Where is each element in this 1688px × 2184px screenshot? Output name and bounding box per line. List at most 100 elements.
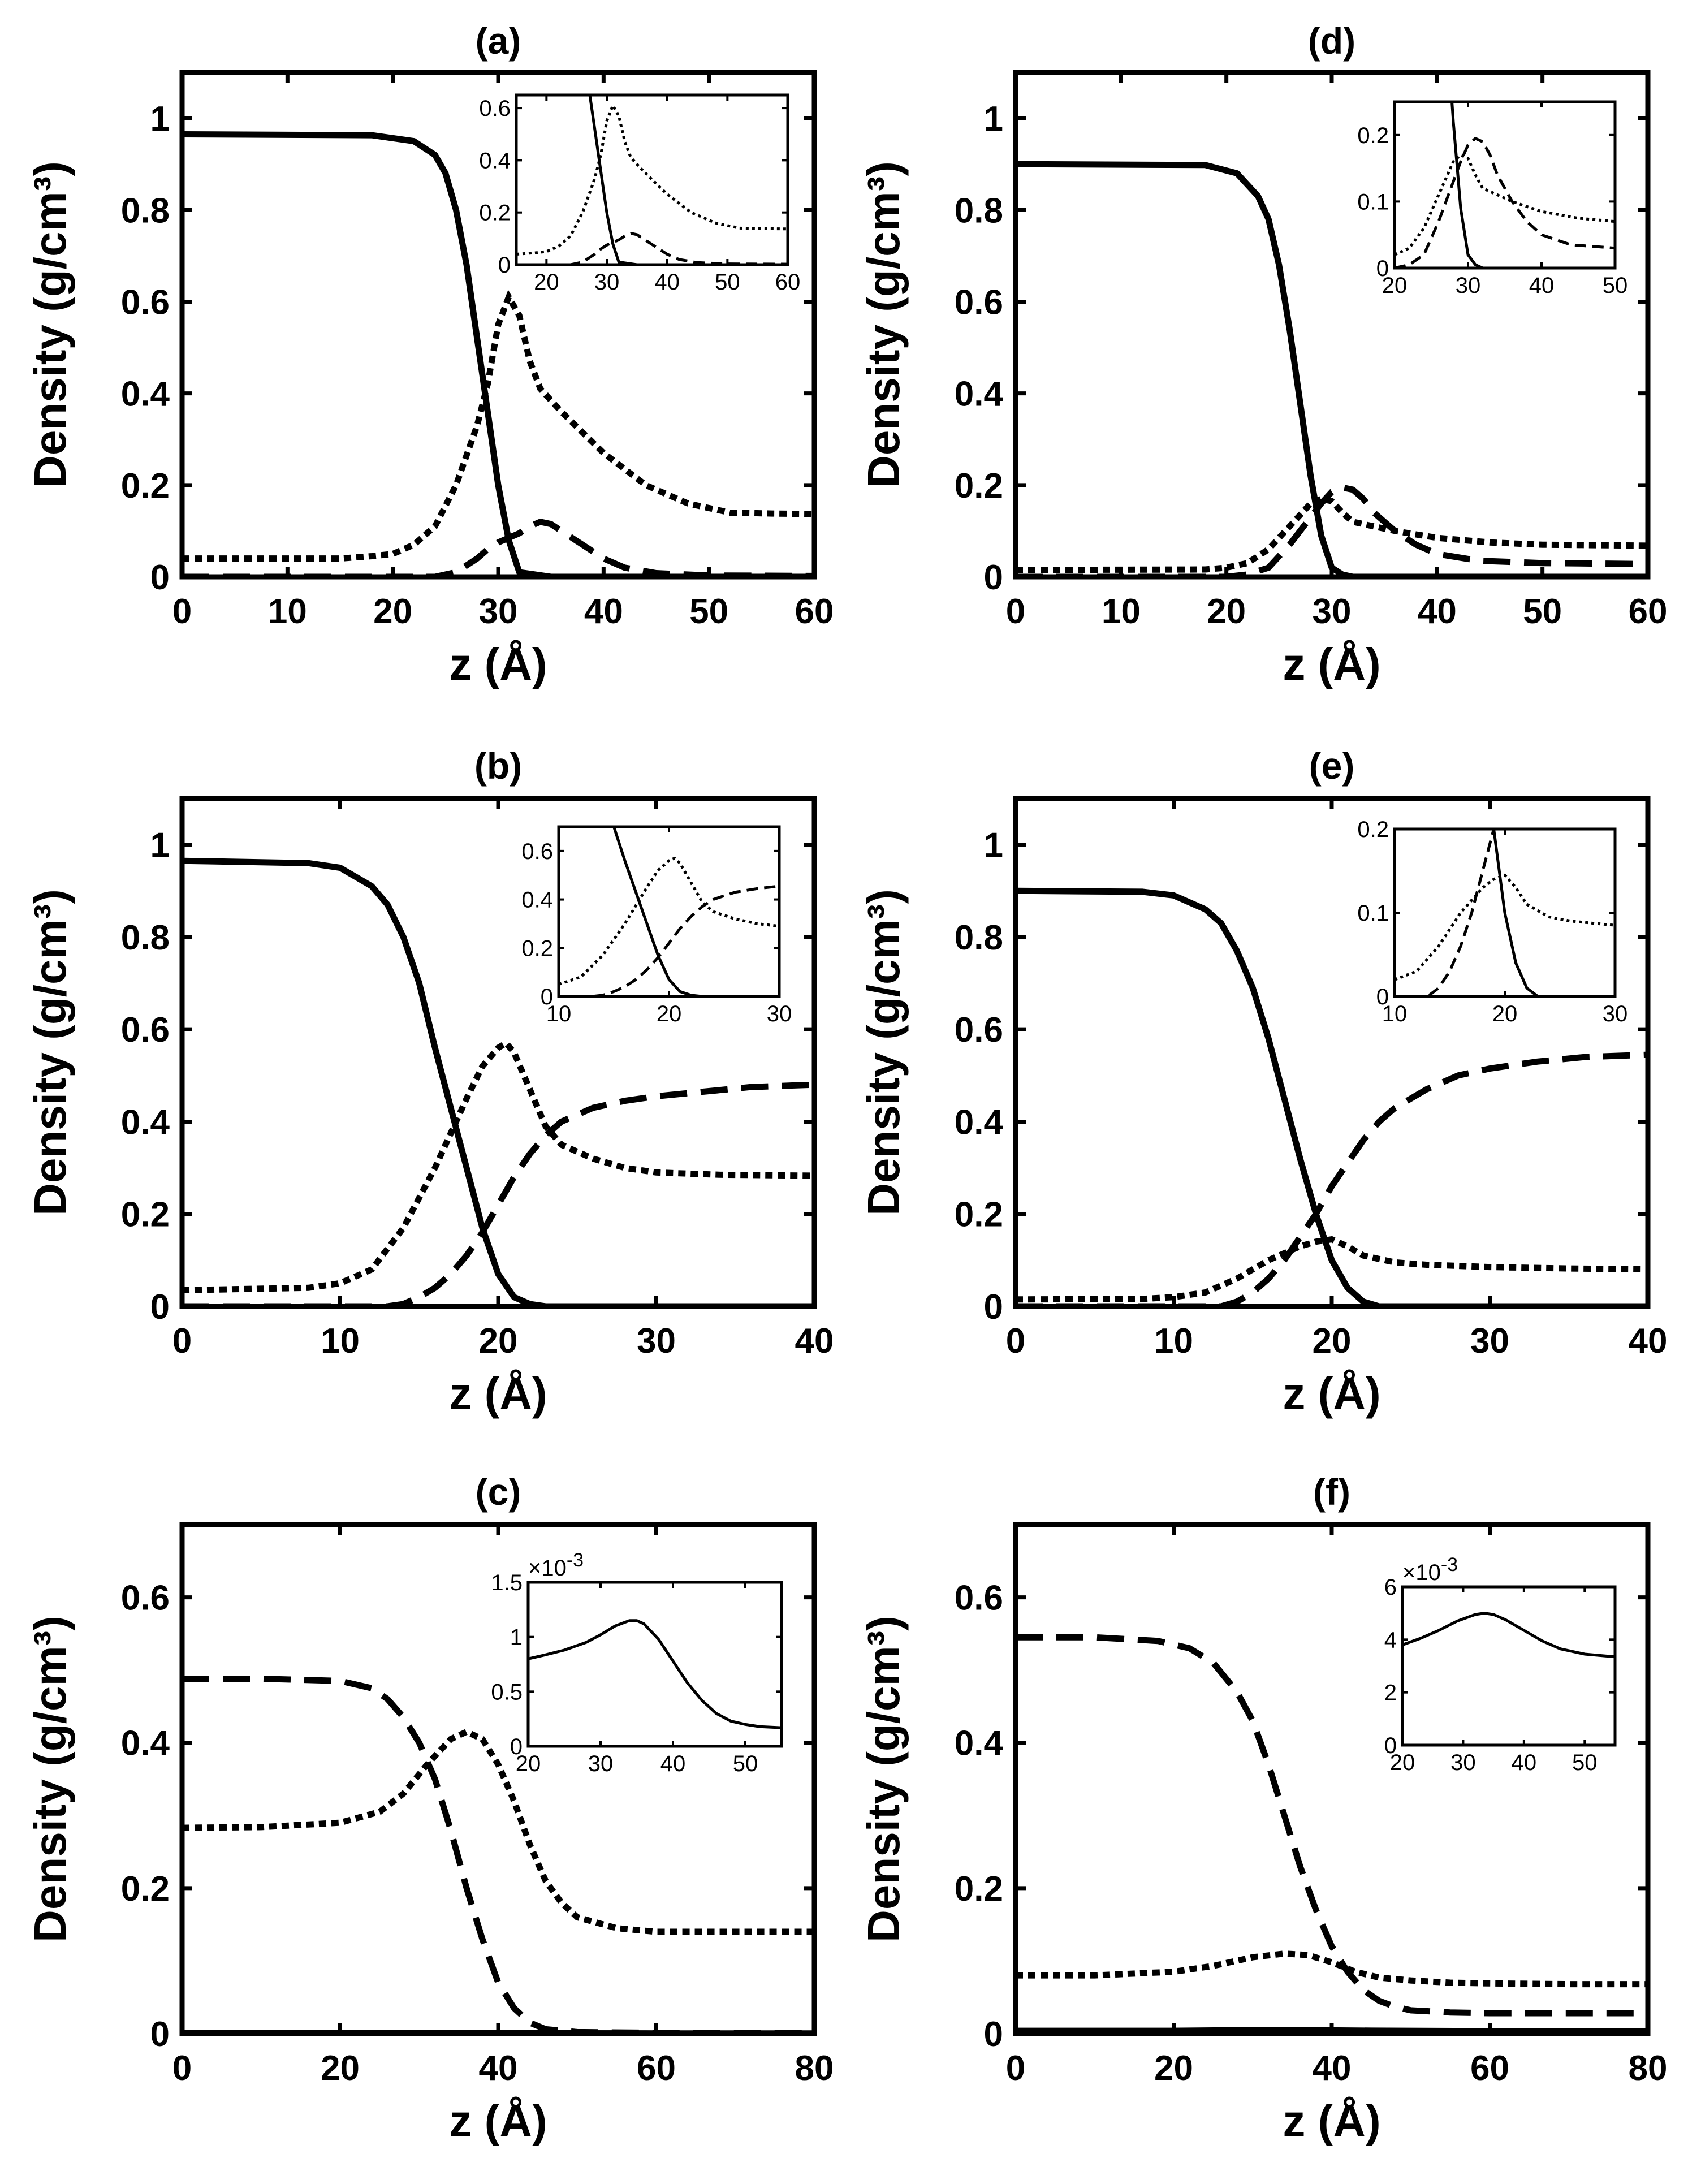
- panel-d-ytick-label: 0: [984, 558, 1003, 597]
- panel-e-inset-xtick-label: 10: [1382, 1002, 1408, 1026]
- panel-a-ytick-label: 0.6: [121, 283, 170, 322]
- panel-a-inset: 20 30 40 50 60 0 0.2 0.4 0.6: [479, 93, 801, 295]
- panel-c-xtick-label: 80: [795, 2049, 834, 2088]
- panel-e-inset: 10 20 30 0 0.1 0.2: [1357, 817, 1628, 1026]
- panel-c-ytick-label: 0.2: [121, 1870, 170, 1909]
- panel-b-xtick-label: 10: [321, 1322, 360, 1361]
- panel-f-ytick-label: 0.2: [955, 1870, 1003, 1909]
- panel-a-inset-xtick-label: 20: [534, 270, 559, 295]
- panel-e-ytick-label: 0.6: [955, 1011, 1003, 1050]
- panel-f-ytick-label: 0: [984, 2015, 1003, 2054]
- panel-d-inset-xtick-label: 50: [1603, 273, 1628, 298]
- panel-b-inset-ytick-label: 0.2: [521, 936, 553, 961]
- panel-b-inset: 10 20 30 0 0.2 0.4 0.6: [521, 825, 792, 1026]
- panel-f-inset-ytick-label: 0: [1384, 1733, 1397, 1758]
- panel-b-inset-ytick-label: 0.6: [521, 839, 553, 864]
- panel-c-ylabel: Density (g/cm³): [25, 1616, 75, 1943]
- panel-a-ylabel: Density (g/cm³): [25, 161, 75, 488]
- panel-d-xtick-label: 30: [1313, 592, 1352, 631]
- panel-e-ytick-label: 1: [984, 826, 1003, 865]
- panel-d-inset-ytick-label: 0: [1376, 256, 1389, 281]
- panel-c-series-dashed-line: [182, 1676, 814, 2034]
- panel-d-xtick-label: 60: [1629, 592, 1668, 631]
- panel-f-inset-ytick-label: 6: [1384, 1575, 1397, 1600]
- panel-a-xtick-label: 50: [689, 592, 728, 631]
- panel-b-series-group: [182, 857, 814, 1306]
- panel-c-inset-exponent: ×10-3: [528, 1549, 584, 1581]
- panel-c-inset-axes-frame: [526, 1581, 783, 1748]
- panel-e-ylabel: Density (g/cm³): [858, 889, 909, 1216]
- panel-e-inset-ytick-label: 0: [1376, 985, 1389, 1009]
- panel-f-xtick-label: 40: [1313, 2049, 1352, 2088]
- panel-e-ytick-label: 0.2: [955, 1195, 1003, 1235]
- panel-d: (d) 0 10 20 30 40 50 60 0 0.2 0.4 0.6 0.8 1 z (Å) Densi…: [858, 20, 1668, 689]
- panel-d-ytick-label: 0.2: [955, 467, 1003, 506]
- panel-d-inset-ytick-label: 0.1: [1357, 189, 1389, 214]
- panel-e-inset-ytick-label: 0.2: [1357, 817, 1389, 842]
- panel-e-inset-series-dotted-line: [1395, 873, 1615, 981]
- panel-e-xtick-label: 30: [1470, 1322, 1509, 1361]
- panel-a-xtick-label: 60: [795, 592, 834, 631]
- panel-b-inset-xtick-label: 30: [767, 1002, 792, 1026]
- panel-a-ytick-label: 0.2: [121, 467, 170, 506]
- panel-f-ylabel: Density (g/cm³): [858, 1616, 909, 1943]
- panel-f-ytick-label: 0.4: [955, 1724, 1004, 1763]
- panel-d-inset-ytick-label: 0.2: [1357, 123, 1389, 148]
- panel-a-xtick-label: 40: [584, 592, 623, 631]
- panel-d-inset-xtick-label: 30: [1456, 273, 1481, 298]
- panel-a-inset-ytick-label: 0.2: [479, 201, 511, 226]
- panel-f-title: (f): [1313, 1471, 1350, 1513]
- inset-background: [559, 827, 779, 996]
- panel-b-ytick-label: 0.6: [121, 1011, 170, 1050]
- panel-a-inset-ytick-label: 0: [498, 253, 511, 278]
- panel-a-series-group: [182, 131, 814, 577]
- panel-c-xtick-label: 0: [172, 2049, 192, 2088]
- panel-f-inset-ytick-label: 4: [1384, 1628, 1397, 1652]
- panel-a-xtick-label: 20: [373, 592, 412, 631]
- panel-b-inset-ytick-label: 0.4: [521, 888, 553, 913]
- panel-c-xtick-label: 20: [321, 2049, 360, 2088]
- panel-b-xtick-label: 40: [795, 1322, 834, 1361]
- panel-e-series-dotted-line: [1016, 1236, 1648, 1303]
- panel-c-title: (c): [476, 1471, 521, 1513]
- panel-f-xtick-label: 0: [1006, 2049, 1025, 2088]
- panel-d-xtick-label: 10: [1102, 592, 1141, 631]
- panel-d-inset-series-solid-line: [1450, 102, 1615, 268]
- panel-e-inset-xtick-label: 30: [1603, 1002, 1628, 1026]
- panel-f-inset-series-group: [1402, 1612, 1615, 1659]
- panel-d-title: (d): [1308, 20, 1355, 62]
- panel-d-inset-series-group: [1395, 102, 1615, 268]
- panel-c-inset-xtick-label: 50: [733, 1751, 758, 1776]
- panel-c-inset-ytick-label: 0.5: [491, 1680, 523, 1704]
- panel-c-inset-xtick-label: 40: [660, 1751, 686, 1776]
- panel-b-ytick-label: 1: [150, 826, 170, 865]
- inset-background: [1402, 1587, 1615, 1745]
- panel-a-inset-series-dashed-line: [516, 231, 788, 265]
- panel-a-inset-xtick-label: 30: [594, 270, 620, 295]
- panel-d-ytick-label: 1: [984, 100, 1003, 139]
- panel-b-xlabel: z (Å): [449, 1369, 547, 1419]
- panel-a-inset-series-dotted-line: [516, 102, 788, 256]
- panel-d-ytick-label: 0.8: [955, 191, 1003, 230]
- panel-b-inset-series-dotted-line: [559, 856, 779, 986]
- panel-e-series-dashed-line: [1016, 1051, 1648, 1306]
- panel-c-inset-ytick-label: 1.5: [491, 1570, 523, 1595]
- panel-c-ytick-label: 0: [150, 2015, 170, 2054]
- panel-e-inset-series-group: [1395, 829, 1615, 996]
- panel-f-xtick-label: 20: [1154, 2049, 1193, 2088]
- panel-c-inset-xtick-label: 30: [588, 1751, 614, 1776]
- panel-f-inset-xtick-label: 40: [1512, 1750, 1537, 1775]
- panel-c-xtick-label: 60: [637, 2049, 676, 2088]
- panel-c-ytick-label: 0.4: [121, 1724, 170, 1763]
- panel-e-xlabel: z (Å): [1283, 1369, 1380, 1419]
- panel-e-xtick-label: 20: [1313, 1322, 1352, 1361]
- panel-e-ytick-label: 0.4: [955, 1103, 1004, 1142]
- panel-c-ytick-label: 0.6: [121, 1579, 170, 1618]
- panel-a-title: (a): [476, 20, 521, 62]
- panel-a-inset-xtick-label: 60: [775, 270, 801, 295]
- panel-e-xtick-label: 10: [1154, 1322, 1193, 1361]
